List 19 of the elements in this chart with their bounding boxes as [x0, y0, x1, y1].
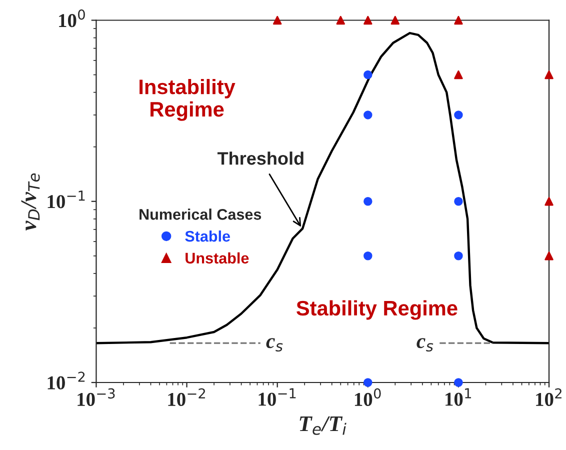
annotation: Stability Regime [296, 300, 458, 320]
y-tick-label: 10$^{−1}$ [48, 190, 85, 208]
x-axis-title: T$_{e}$/T$_{i}$ [300, 416, 346, 435]
y-tick-label: 10$^{0}$ [59, 9, 85, 28]
legend-title: Numerical Cases [140, 208, 262, 220]
legend-label: Stable [185, 230, 230, 242]
legend-label: Unstable [186, 252, 249, 264]
y-tick-label: 10$^{−2}$ [48, 372, 85, 390]
annotation: Instability Regime [140, 78, 236, 121]
x-tick-label: 10$^{−3}$ [78, 388, 115, 406]
x-tick-label: 10$^{−2}$ [168, 388, 205, 406]
annotation: c$_{s}$ [416, 338, 434, 352]
y-axis-title: v$_{D}$/v$_{Te}$ [21, 173, 40, 231]
x-tick-label: 10$^{0}$ [354, 388, 381, 406]
x-tick-label: 10$^{1}$ [446, 388, 472, 406]
annotation: c$_{s}$ [266, 338, 283, 352]
x-tick-label: 10$^{−1}$ [258, 388, 296, 406]
x-tick-label: 10$^{2}$ [536, 388, 562, 406]
annotation: Threshold [217, 152, 304, 165]
